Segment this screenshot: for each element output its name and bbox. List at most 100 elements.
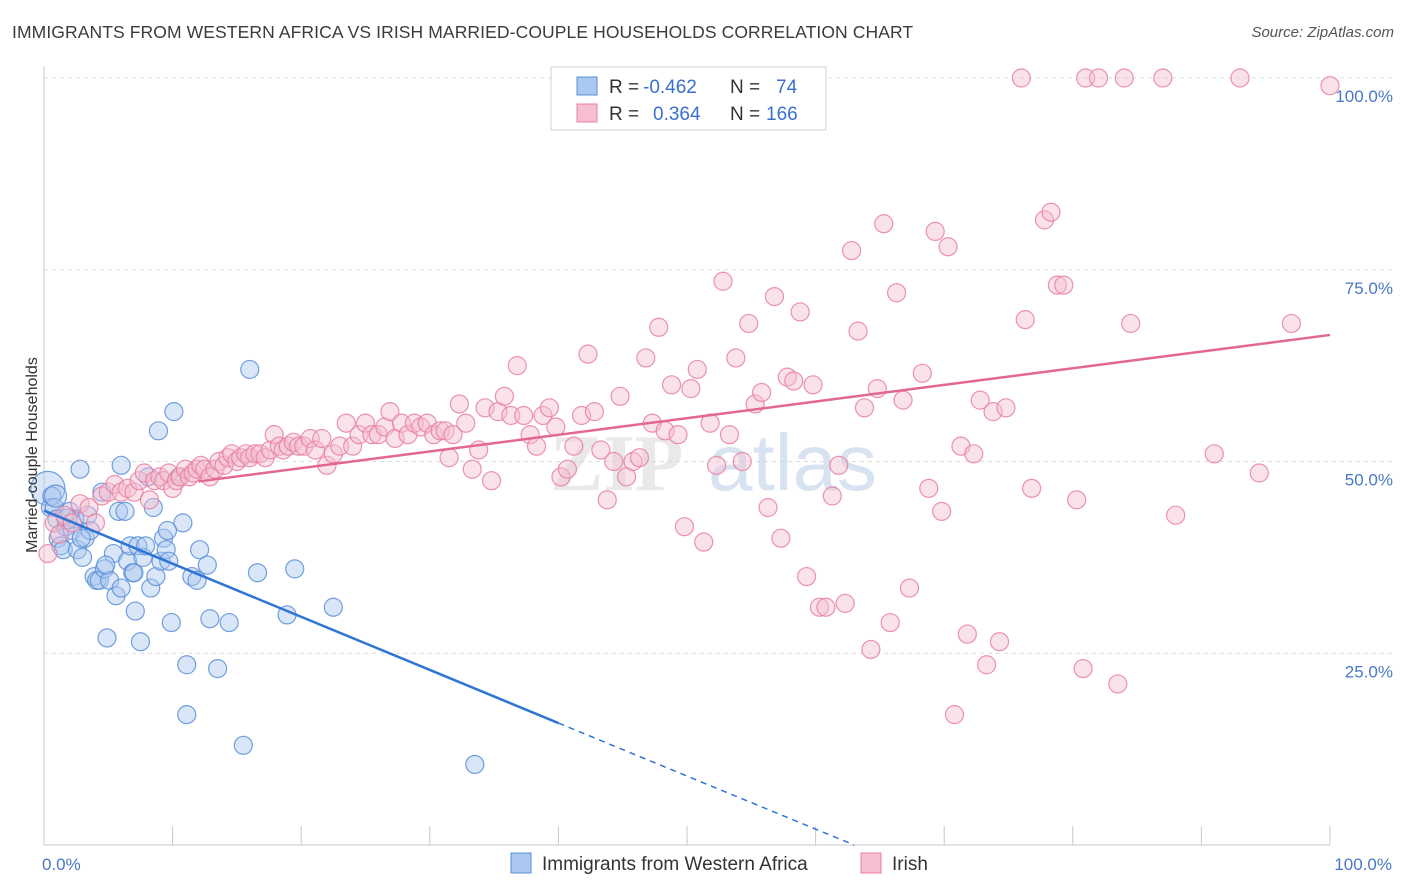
point-irish-176 <box>1230 68 1250 88</box>
point-irish-101 <box>610 386 630 406</box>
point-irish-99 <box>597 490 617 510</box>
point-irish-114 <box>694 532 714 552</box>
series-immigrants-western-africa <box>30 359 485 775</box>
point-western-africa-70 <box>71 528 91 548</box>
point-irish-143 <box>880 612 900 633</box>
point-irish-137 <box>842 240 862 261</box>
point-irish-85 <box>507 356 527 376</box>
trend-line-western-africa <box>43 509 559 725</box>
point-irish-125 <box>764 286 785 307</box>
bottom-legend-label-pink: Irish <box>892 854 928 875</box>
point-western-africa-61 <box>233 735 253 755</box>
point-western-africa-2 <box>42 486 62 506</box>
point-irish-163 <box>1034 210 1055 230</box>
point-western-africa-43 <box>148 421 169 441</box>
grid-lines <box>44 77 1392 654</box>
point-irish-159 <box>989 632 1010 652</box>
point-irish-2 <box>49 524 70 544</box>
bottom-legend: Immigrants from Western Africa Irish <box>510 852 928 875</box>
point-irish-118 <box>719 425 740 445</box>
point-irish-120 <box>732 451 752 472</box>
point-irish-136 <box>835 593 855 613</box>
point-irish-78 <box>462 459 482 479</box>
point-irish-107 <box>649 317 669 337</box>
point-irish-151 <box>938 237 958 257</box>
legend-n-value-1: 74 <box>776 77 798 98</box>
point-western-africa-40 <box>141 578 161 598</box>
point-irish-167 <box>1067 490 1087 510</box>
y-axis-label: Married-couple Households <box>24 357 41 553</box>
point-irish-111 <box>674 517 695 537</box>
y-tick-label-1: 50.0% <box>1345 471 1393 490</box>
point-irish-121 <box>739 313 759 334</box>
watermark-atlas: atlas <box>708 418 877 507</box>
point-western-africa-58 <box>200 609 220 629</box>
point-irish-160 <box>996 398 1016 418</box>
point-irish-180 <box>1166 505 1186 525</box>
point-irish-57 <box>336 413 356 433</box>
point-irish-169 <box>1108 674 1128 694</box>
point-western-africa-42 <box>146 566 166 587</box>
point-irish-100 <box>604 451 624 472</box>
point-irish-47 <box>278 436 298 456</box>
watermark: ZIP atlas <box>550 418 877 508</box>
point-western-africa-63 <box>247 563 268 583</box>
point-irish-174 <box>1114 68 1134 88</box>
point-irish-147 <box>912 363 932 383</box>
point-irish-13 <box>124 482 144 502</box>
legend-r-label-2: R = <box>609 104 639 125</box>
y-tick-label-3: 100.0% <box>1335 87 1393 106</box>
legend-swatch-blue <box>576 76 598 96</box>
point-irish-144 <box>887 283 907 303</box>
point-irish-80 <box>475 398 495 418</box>
point-irish-129 <box>790 302 810 322</box>
point-irish-83 <box>494 386 514 406</box>
chart-title: IMMIGRANTS FROM WESTERN AFRICA VS IRISH … <box>12 22 914 42</box>
tick-labels: 0.0% 100.0% 25.0% 50.0% 75.0% 100.0% <box>42 87 1393 874</box>
point-western-africa-48 <box>161 612 181 633</box>
point-irish-154 <box>957 624 977 644</box>
point-irish-181 <box>1249 463 1269 483</box>
point-irish-81 <box>481 471 502 491</box>
trend-line-irish <box>198 333 1331 483</box>
point-irish-89 <box>533 405 553 426</box>
point-irish-58 <box>343 436 363 456</box>
point-irish-95 <box>571 405 592 426</box>
point-irish-123 <box>751 382 772 403</box>
point-irish-60 <box>355 413 376 433</box>
point-western-africa-31 <box>117 551 138 571</box>
point-irish-140 <box>861 639 881 660</box>
x-tick-label-0: 0.0% <box>42 855 81 874</box>
point-irish-128 <box>784 371 804 391</box>
point-western-africa-30 <box>115 501 135 521</box>
point-irish-162 <box>1022 478 1042 498</box>
point-irish-46 <box>273 440 293 460</box>
point-irish-0 <box>38 543 58 564</box>
point-irish-165 <box>1047 275 1067 295</box>
point-irish-51 <box>300 428 320 449</box>
point-western-africa-13 <box>70 459 90 479</box>
point-irish-72 <box>430 421 450 441</box>
point-western-africa-60 <box>219 612 239 633</box>
point-irish-131 <box>803 375 823 395</box>
point-irish-86 <box>514 405 534 426</box>
point-western-africa-23 <box>97 628 117 648</box>
point-western-africa-34 <box>125 601 145 621</box>
point-irish-40 <box>245 444 265 464</box>
point-irish-138 <box>848 321 868 341</box>
series-irish <box>38 68 1340 725</box>
point-irish-116 <box>706 455 727 475</box>
point-western-africa-29 <box>111 578 131 598</box>
point-irish-133 <box>816 597 836 617</box>
trend-line-western-africa-extension <box>558 722 855 846</box>
point-irish-75 <box>443 425 463 445</box>
point-western-africa-65 <box>285 559 305 579</box>
point-irish-50 <box>294 436 314 456</box>
point-western-africa-27 <box>108 501 129 521</box>
x-tick-label-1: 100.0% <box>1334 855 1392 874</box>
point-western-africa-68 <box>43 484 68 508</box>
legend: R = -0.462 N = 74 R = 0.364 N = 166 <box>550 66 827 131</box>
bottom-legend-swatch-blue <box>510 852 532 874</box>
point-irish-119 <box>726 348 746 368</box>
point-irish-150 <box>932 501 952 521</box>
